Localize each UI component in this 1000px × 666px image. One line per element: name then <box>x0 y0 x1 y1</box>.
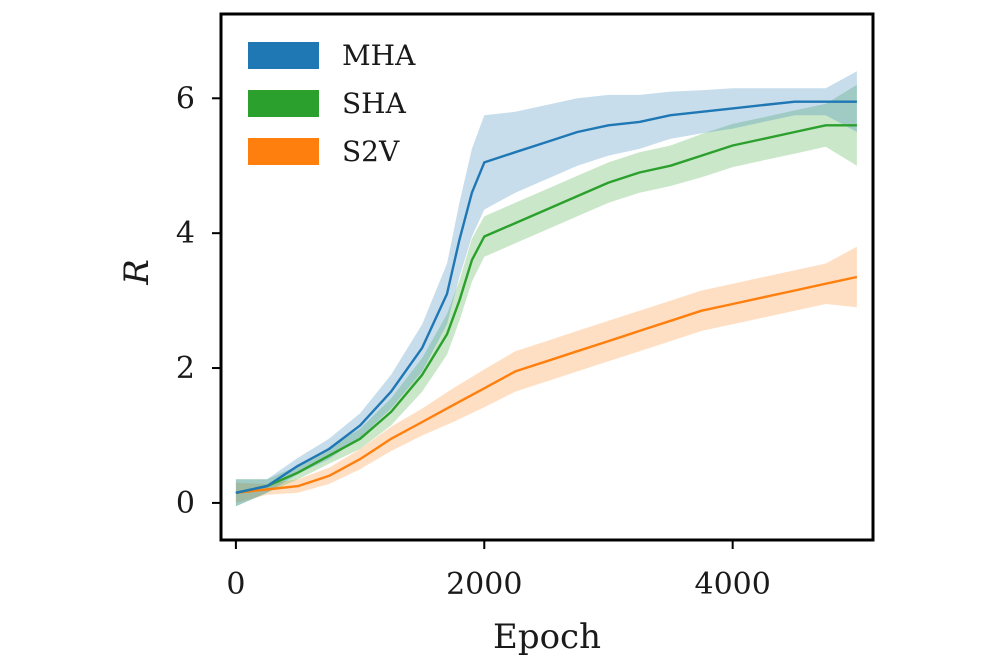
legend-swatch-mha <box>248 42 319 69</box>
y-axis-ticks: 0 2 4 6 <box>176 81 221 521</box>
band-sha <box>235 84 857 507</box>
line-s2v <box>235 275 858 494</box>
band-s2v <box>235 246 857 503</box>
x-tick-label: 0 <box>226 567 245 602</box>
line-sha <box>235 124 857 494</box>
x-tick-label: 4000 <box>694 567 770 602</box>
x-tick-label: 2000 <box>446 567 522 602</box>
line-mha <box>235 100 857 494</box>
legend: MHA SHA S2V <box>248 39 416 168</box>
y-tick-label: 6 <box>176 81 195 116</box>
plot-frame <box>219 12 875 542</box>
legend-label-mha: MHA <box>342 39 416 72</box>
x-axis-label: Epoch <box>493 617 601 657</box>
mean-lines <box>235 100 858 494</box>
y-tick-label: 4 <box>176 216 195 251</box>
legend-label-s2v: S2V <box>342 135 400 168</box>
legend-swatch-sha <box>248 90 319 117</box>
legend-label-sha: SHA <box>342 87 407 120</box>
x-axis-ticks: 0 2000 4000 <box>226 540 771 602</box>
y-tick-label: 0 <box>176 486 195 521</box>
y-tick-label: 2 <box>176 351 195 386</box>
band-mha <box>235 71 857 507</box>
confidence-bands <box>235 71 857 507</box>
legend-swatch-s2v <box>248 138 319 165</box>
y-axis-label: R <box>117 259 157 286</box>
